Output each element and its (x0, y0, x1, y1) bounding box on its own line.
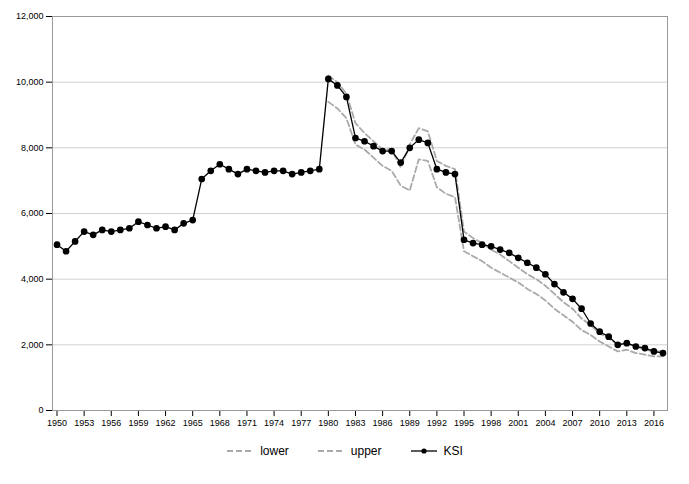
html-text:lower: lower (260, 444, 289, 458)
svg-text:1974: 1974 (264, 418, 284, 428)
svg-text:0: 0 (38, 405, 43, 415)
svg-text:1977: 1977 (291, 418, 311, 428)
svg-text:1992: 1992 (427, 418, 447, 428)
svg-text:4,000: 4,000 (21, 274, 44, 284)
svg-text:1998: 1998 (481, 418, 501, 428)
svg-text:2013: 2013 (617, 418, 637, 428)
svg-text:1983: 1983 (345, 418, 365, 428)
svg-text:2001: 2001 (508, 418, 528, 428)
svg-text:12,000: 12,000 (16, 11, 44, 21)
svg-text:1956: 1956 (101, 418, 121, 428)
svg-text:10,000: 10,000 (16, 77, 44, 87)
svg-text:2010: 2010 (590, 418, 610, 428)
svg-text:1989: 1989 (400, 418, 420, 428)
svg-text:8,000: 8,000 (21, 143, 44, 153)
svg-text:1971: 1971 (237, 418, 257, 428)
svg-text:2,000: 2,000 (21, 340, 44, 350)
svg-text:1968: 1968 (210, 418, 230, 428)
svg-text:1959: 1959 (128, 418, 148, 428)
svg-text:1962: 1962 (156, 418, 176, 428)
svg-text:1953: 1953 (74, 418, 94, 428)
svg-text:1950: 1950 (47, 418, 67, 428)
svg-text:1995: 1995 (454, 418, 474, 428)
svg-text:6,000: 6,000 (21, 208, 44, 218)
svg-text:2007: 2007 (563, 418, 583, 428)
svg-text:2004: 2004 (535, 418, 555, 428)
svg-text:1965: 1965 (183, 418, 203, 428)
html-text:upper: upper (350, 444, 382, 458)
svg-text:1986: 1986 (373, 418, 393, 428)
svg-text:2016: 2016 (644, 418, 664, 428)
html-text:KSI: KSI (443, 444, 463, 458)
svg-text:1980: 1980 (318, 418, 338, 428)
